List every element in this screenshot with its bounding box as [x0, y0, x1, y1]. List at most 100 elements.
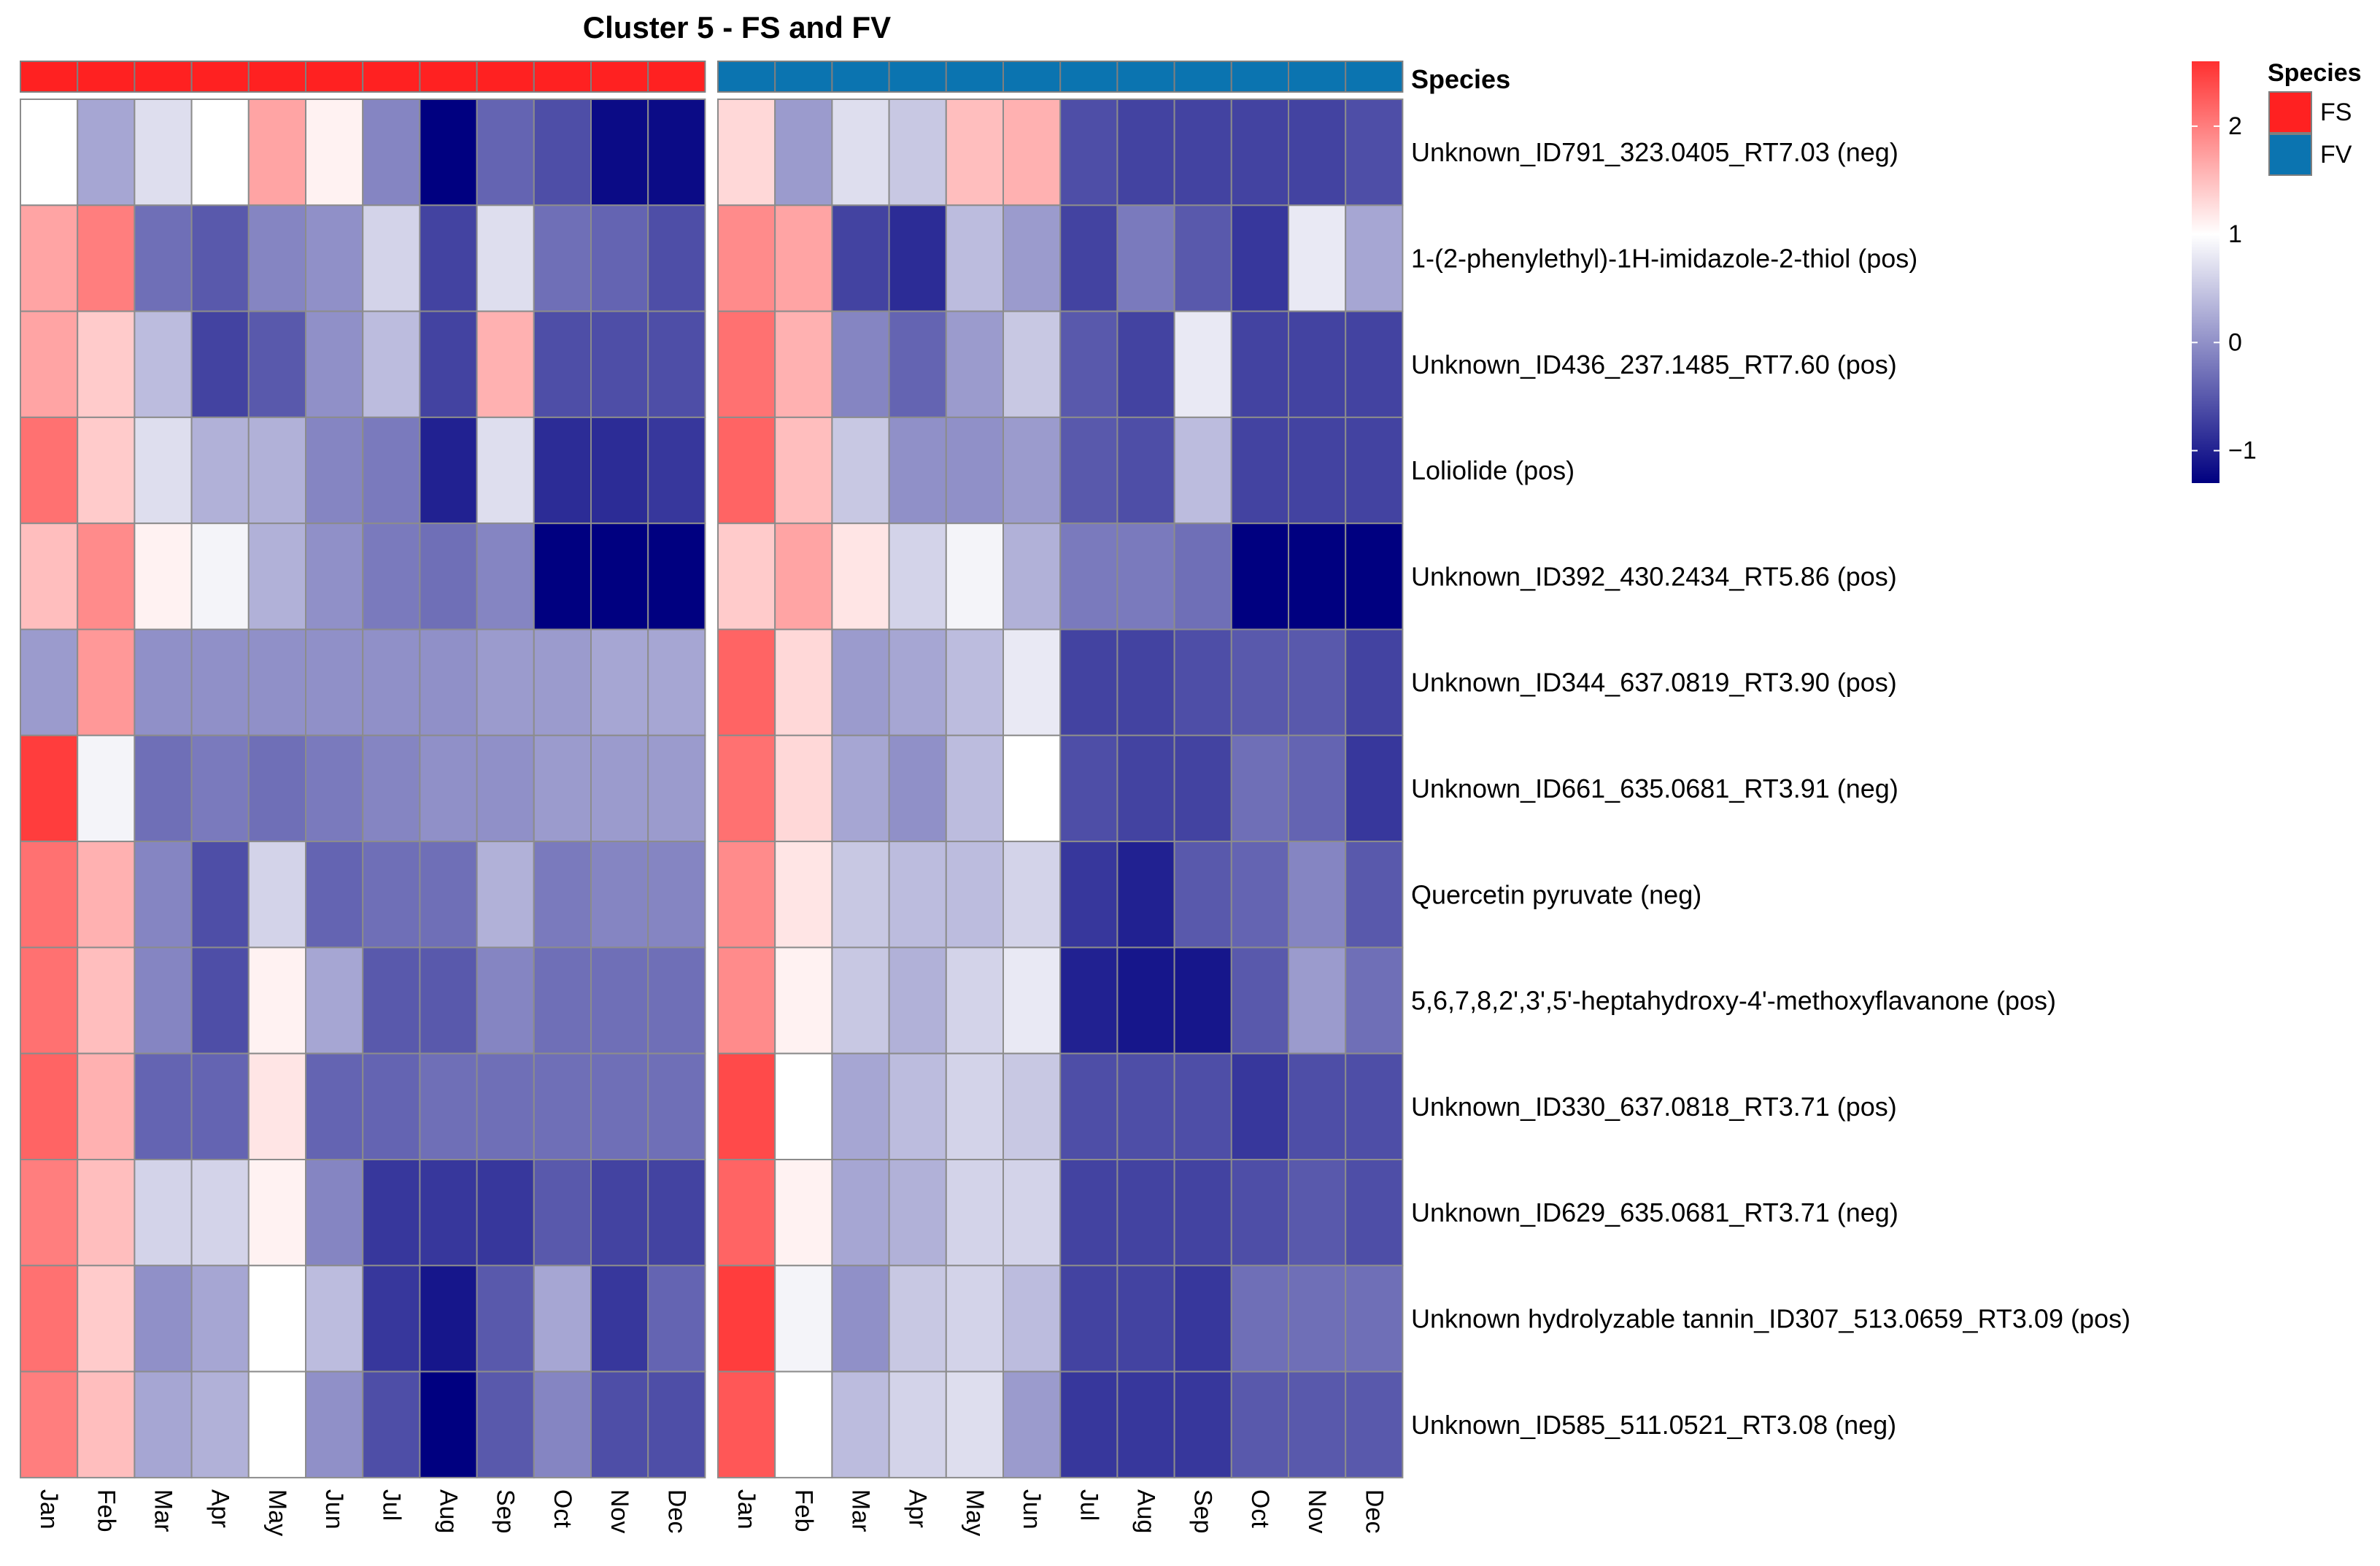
column-label: May	[263, 1489, 291, 1536]
heatmap-cell	[1059, 99, 1118, 207]
heatmap-cell	[1002, 522, 1062, 630]
heatmap-cell	[20, 1052, 79, 1160]
heatmap-cell	[20, 310, 79, 418]
column-label: Jun	[320, 1489, 348, 1530]
heatmap-cell	[888, 99, 947, 207]
heatmap-cell	[647, 522, 706, 630]
row-label: Unknown_ID330_637.0818_RT3.71 (pos)	[1411, 1092, 1897, 1122]
heatmap-cell	[190, 1265, 250, 1373]
heatmap-cell	[77, 1370, 136, 1478]
heatmap-cell	[134, 1265, 193, 1373]
heatmap-cell	[134, 946, 193, 1054]
heatmap-cell	[362, 628, 421, 736]
heatmap-cell	[1288, 204, 1347, 312]
heatmap-cell	[945, 522, 1005, 630]
heatmap-cell	[20, 99, 79, 207]
heatmap-cell	[945, 946, 1005, 1054]
heatmap-cell	[1230, 841, 1290, 949]
heatmap-cell	[717, 204, 776, 312]
heatmap-cell	[305, 1052, 364, 1160]
heatmap-cell	[305, 734, 364, 843]
heatmap-cell	[190, 1159, 250, 1267]
heatmap-cell	[305, 1265, 364, 1373]
column-label: Jul	[1075, 1489, 1102, 1521]
annotation-cell-fv	[1288, 61, 1347, 93]
heatmap-cell	[1173, 1265, 1232, 1373]
heatmap-cell	[1173, 99, 1232, 207]
heatmap-cell	[647, 1265, 706, 1373]
heatmap-cell	[590, 522, 649, 630]
heatmap-cell	[77, 734, 136, 843]
legend-swatch-fv	[2268, 134, 2312, 176]
heatmap-cell	[533, 946, 592, 1054]
heatmap-cell	[774, 1159, 833, 1267]
annotation-cell-fs	[20, 61, 79, 93]
color-scale-tick-label: 1	[2228, 220, 2242, 248]
annotation-cell-fv	[1230, 61, 1290, 93]
heatmap-cell	[134, 1159, 193, 1267]
heatmap-cell	[1002, 628, 1062, 736]
annotation-cell-fv	[1002, 61, 1062, 93]
heatmap-cell	[717, 99, 776, 207]
heatmap-cell	[419, 310, 478, 418]
annotation-cell-fs	[362, 61, 421, 93]
heatmap-cell	[831, 1370, 890, 1478]
row-label: Unknown_ID585_511.0521_RT3.08 (neg)	[1411, 1410, 1896, 1440]
species-legend: Species FS FV	[2268, 59, 2362, 176]
heatmap-cell	[533, 99, 592, 207]
heatmap-cell	[1345, 841, 1404, 949]
color-scale-tick-label: 0	[2228, 328, 2242, 356]
annotation-label: Species	[1411, 64, 1510, 94]
heatmap-cell	[1002, 1159, 1062, 1267]
heatmap-cell	[77, 99, 136, 207]
heatmap-cell	[590, 99, 649, 207]
heatmap-cell	[1002, 841, 1062, 949]
heatmap-cell	[419, 1265, 478, 1373]
heatmap-cell	[1059, 1052, 1118, 1160]
heatmap-cell	[247, 99, 306, 207]
annotation-cell-fv	[831, 61, 890, 93]
heatmap-cell	[305, 1370, 364, 1478]
row-label: 1-(2-phenylethyl)-1H-imidazole-2-thiol (…	[1411, 243, 1917, 273]
heatmap-cell	[20, 522, 79, 630]
heatmap-cell	[831, 1159, 890, 1267]
heatmap-cell	[647, 734, 706, 843]
column-label: Dec	[662, 1489, 690, 1533]
heatmap-cell	[1230, 522, 1290, 630]
heatmap-cell	[888, 1370, 947, 1478]
heatmap-cell	[1002, 734, 1062, 843]
heatmap-cell	[20, 734, 79, 843]
row-label: Quercetin pyruvate (neg)	[1411, 879, 1701, 909]
heatmap-cell	[134, 99, 193, 207]
heatmap-cell	[476, 522, 535, 630]
heatmap-cell	[831, 1265, 890, 1373]
annotation-cell-fv	[1173, 61, 1232, 93]
heatmap-cell	[945, 416, 1005, 525]
column-label: Mar	[847, 1489, 875, 1532]
heatmap-cell	[533, 1159, 592, 1267]
heatmap-cell	[1059, 734, 1118, 843]
heatmap-cell	[1230, 310, 1290, 418]
color-scale-bar	[2192, 61, 2219, 483]
heatmap-cell	[77, 841, 136, 949]
column-label: Jul	[377, 1489, 405, 1521]
heatmap-cell	[1288, 628, 1347, 736]
heatmap-cell	[476, 946, 535, 1054]
heatmap-cell	[831, 99, 890, 207]
heatmap-cell	[134, 628, 193, 736]
annotation-cell-fv	[1116, 61, 1175, 93]
row-label: Unknown hydrolyzable tannin_ID307_513.06…	[1411, 1303, 2130, 1333]
heatmap-cell	[1345, 628, 1404, 736]
heatmap-cell	[305, 416, 364, 525]
heatmap-cell	[1345, 204, 1404, 312]
heatmap-cell	[1002, 946, 1062, 1054]
column-label: Mar	[150, 1489, 177, 1532]
heatmap-cell	[945, 1370, 1005, 1478]
annotation-cell-fv	[1059, 61, 1118, 93]
heatmap-cell	[1230, 1159, 1290, 1267]
color-scale-legend: 2 1 0 −1	[2192, 61, 2257, 483]
heatmap-cell	[1173, 1052, 1232, 1160]
heatmap-cell	[20, 628, 79, 736]
heatmap-cell	[362, 734, 421, 843]
